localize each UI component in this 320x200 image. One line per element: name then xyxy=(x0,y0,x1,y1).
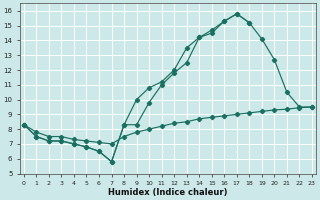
X-axis label: Humidex (Indice chaleur): Humidex (Indice chaleur) xyxy=(108,188,228,197)
